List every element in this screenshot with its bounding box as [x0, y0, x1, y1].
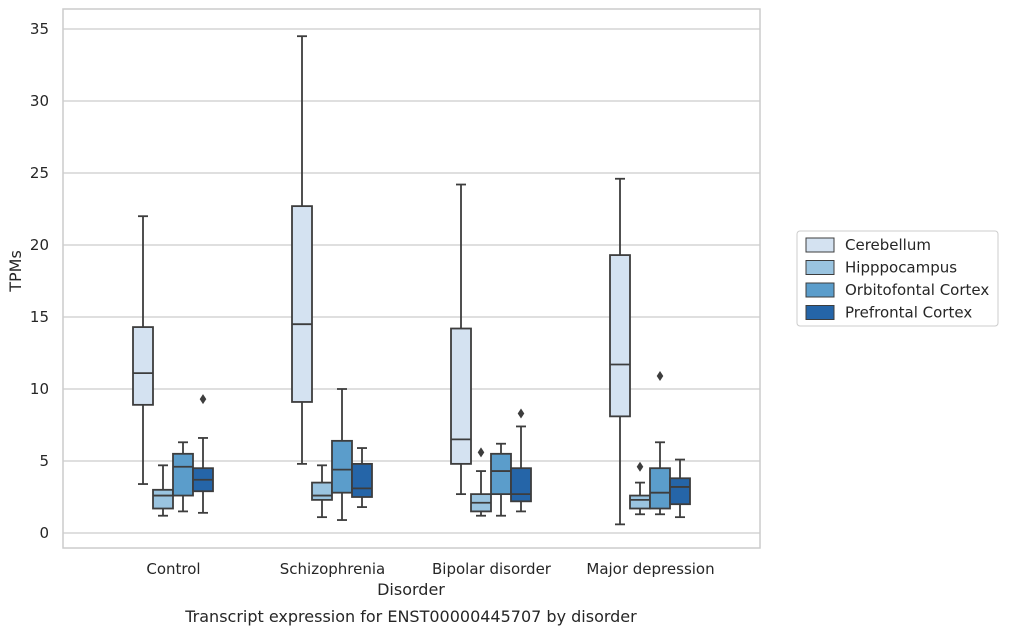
boxes-layer — [132, 35, 691, 526]
legend-swatch — [805, 237, 835, 253]
outlier-point — [656, 371, 664, 382]
box-iqr — [331, 439, 353, 494]
x-tick-label: Control — [146, 560, 200, 578]
outlier-point — [477, 447, 485, 458]
x-tick-label: Major depression — [586, 560, 714, 578]
box-iqr — [510, 467, 532, 503]
y-axis-label: TPMs — [6, 250, 25, 293]
outlier-point — [517, 408, 525, 419]
outlier-point — [636, 461, 644, 472]
y-tick-label: 30 — [30, 92, 49, 110]
legend-label: Hipppocampus — [845, 259, 957, 277]
box-prefrontal-cortex — [669, 458, 691, 519]
box-iqr — [609, 254, 631, 418]
y-tick-label: 25 — [30, 164, 49, 182]
legend-frame — [796, 230, 999, 327]
box-hipppocampus — [311, 464, 333, 519]
box-hipppocampus — [470, 447, 492, 517]
box-hipppocampus — [152, 464, 174, 517]
plot-frame — [62, 8, 761, 549]
legend-label: Cerebellum — [845, 236, 931, 254]
chart-caption: Transcript expression for ENST0000044570… — [184, 607, 637, 626]
x-tick-label: Bipolar disorder — [432, 560, 552, 578]
y-tick-labels: 0 5 10 15 20 25 30 35 — [30, 20, 49, 542]
box-prefrontal-cortex — [192, 394, 214, 514]
box-iqr — [450, 327, 472, 465]
box-cerebellum — [132, 215, 154, 485]
box-iqr — [669, 477, 691, 506]
y-tick-label: 20 — [30, 236, 49, 254]
legend-label: Prefrontal Cortex — [845, 304, 972, 322]
plot-background — [63, 9, 760, 548]
y-tick-label: 10 — [30, 380, 49, 398]
box-cerebellum — [450, 183, 472, 496]
outlier-point — [199, 394, 207, 405]
box-iqr — [132, 326, 154, 406]
x-tick-labels: Control Schizophrenia Bipolar disorder Majo… — [146, 560, 714, 578]
legend-swatch — [805, 260, 835, 275]
box-iqr — [351, 462, 373, 498]
legend-label: Orbitofontal Cortex — [845, 281, 989, 299]
box-iqr — [291, 205, 313, 403]
y-tick-label: 15 — [30, 308, 49, 326]
legend-swatch — [805, 282, 835, 298]
box-iqr — [649, 467, 671, 510]
y-tick-label: 35 — [30, 20, 49, 38]
box-iqr — [490, 452, 512, 496]
box-iqr — [172, 452, 194, 497]
legend: Cerebellum Hipppocampus Orbitofontal Corte… — [796, 230, 999, 327]
box-cerebellum — [291, 35, 313, 465]
box-iqr — [311, 481, 333, 501]
box-prefrontal-cortex — [510, 408, 532, 513]
x-axis-label: Disorder — [377, 580, 445, 599]
x-tick-label: Schizophrenia — [280, 560, 385, 578]
box-cerebellum — [609, 177, 631, 526]
box-iqr — [152, 488, 174, 510]
box-orbitofontal-cortex — [172, 441, 194, 513]
legend-swatch — [805, 305, 835, 320]
box-hipppocampus — [629, 461, 651, 516]
box-prefrontal-cortex — [351, 447, 373, 508]
y-tick-label: 0 — [39, 524, 49, 542]
y-tick-label: 5 — [39, 452, 49, 470]
box-iqr — [629, 494, 651, 510]
